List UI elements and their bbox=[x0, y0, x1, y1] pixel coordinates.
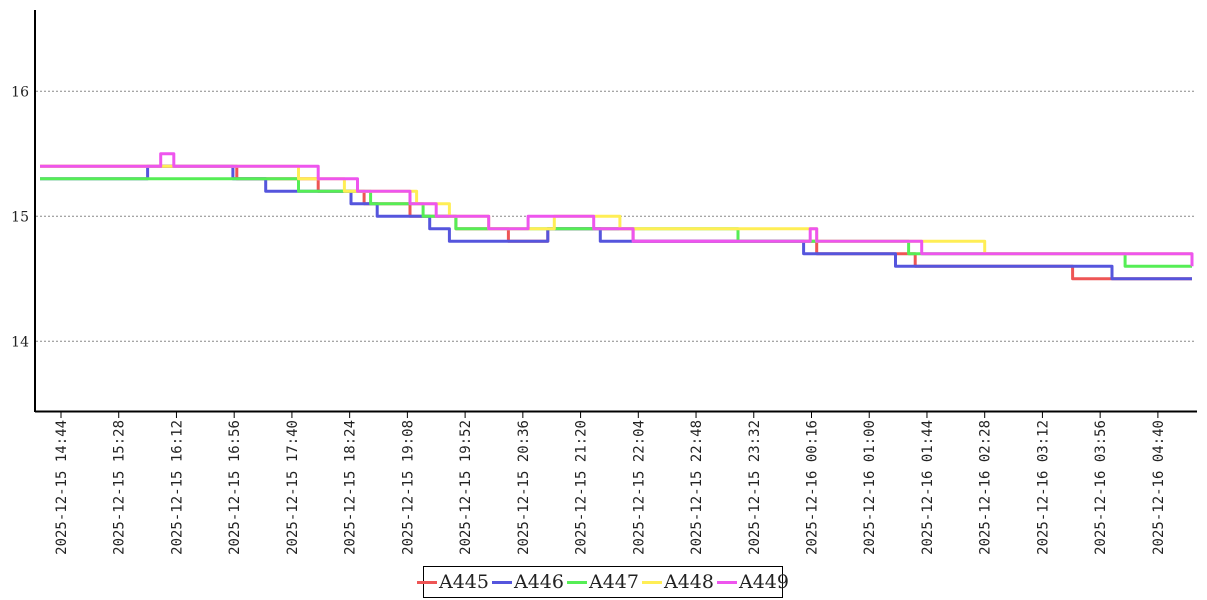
legend-swatch bbox=[417, 580, 437, 584]
series-line-a445 bbox=[40, 164, 1192, 281]
legend-item-a449: A449 bbox=[717, 571, 789, 593]
x-tick-label: 2025-12-15 20:36 bbox=[516, 420, 532, 555]
x-tick-label: 2025-12-15 19:08 bbox=[400, 420, 416, 555]
x-tick-label: 2025-12-15 22:48 bbox=[689, 420, 705, 555]
legend-swatch bbox=[492, 580, 512, 584]
legend-label: A449 bbox=[739, 571, 789, 593]
x-tick-labels: 2025-12-15 14:44 2025-12-15 15:28 2025-12-… bbox=[54, 412, 1167, 555]
x-tick-label: 2025-12-15 18:24 bbox=[343, 420, 359, 555]
legend-label: A448 bbox=[664, 571, 714, 593]
legend-item-a447: A447 bbox=[567, 571, 639, 593]
series-line-a446 bbox=[40, 164, 1192, 281]
x-tick-label: 2025-12-15 21:20 bbox=[574, 420, 590, 555]
legend-swatch bbox=[642, 580, 662, 584]
legend-swatch bbox=[567, 580, 587, 584]
x-tick-label: 2025-12-15 16:56 bbox=[227, 420, 243, 555]
y-tick-label: 15 bbox=[11, 209, 29, 225]
legend-label: A447 bbox=[589, 571, 639, 593]
x-tick-label: 2025-12-16 02:28 bbox=[978, 420, 994, 555]
x-tick-label: 2025-12-15 17:40 bbox=[285, 420, 301, 555]
y-tick-label: 16 bbox=[11, 84, 29, 100]
legend-item-a445: A445 bbox=[417, 571, 489, 593]
x-tick-label: 2025-12-15 16:12 bbox=[169, 420, 185, 555]
x-tick-label: 2025-12-16 01:44 bbox=[920, 420, 936, 555]
x-tick-label: 2025-12-15 23:32 bbox=[747, 420, 763, 555]
axes bbox=[34, 10, 1197, 413]
y-tick-label: 14 bbox=[11, 334, 29, 350]
legend-swatch bbox=[717, 580, 737, 584]
x-tick-label: 2025-12-16 03:56 bbox=[1093, 420, 1109, 555]
x-tick-label: 2025-12-15 15:28 bbox=[112, 420, 128, 555]
legend-item-a448: A448 bbox=[642, 571, 714, 593]
x-tick-label: 2025-12-15 22:04 bbox=[631, 420, 647, 555]
x-tick-label: 2025-12-16 00:16 bbox=[804, 420, 820, 555]
y-tick-labels: 14 15 16 bbox=[11, 84, 29, 350]
x-tick-label: 2025-12-15 14:44 bbox=[54, 420, 70, 555]
legend-label: A445 bbox=[439, 571, 489, 593]
series-lines bbox=[40, 152, 1194, 281]
x-tick-label: 2025-12-16 04:40 bbox=[1151, 420, 1167, 555]
x-tick-label: 2025-12-16 01:00 bbox=[862, 420, 878, 555]
series-line-a449 bbox=[40, 152, 1194, 267]
legend: A445 A446 A447 A448 A449 bbox=[417, 566, 789, 598]
x-tick-label: 2025-12-16 03:12 bbox=[1035, 420, 1051, 555]
x-tick-label: 2025-12-15 19:52 bbox=[458, 420, 474, 555]
legend-item-a446: A446 bbox=[492, 571, 564, 593]
legend-label: A446 bbox=[514, 571, 564, 593]
